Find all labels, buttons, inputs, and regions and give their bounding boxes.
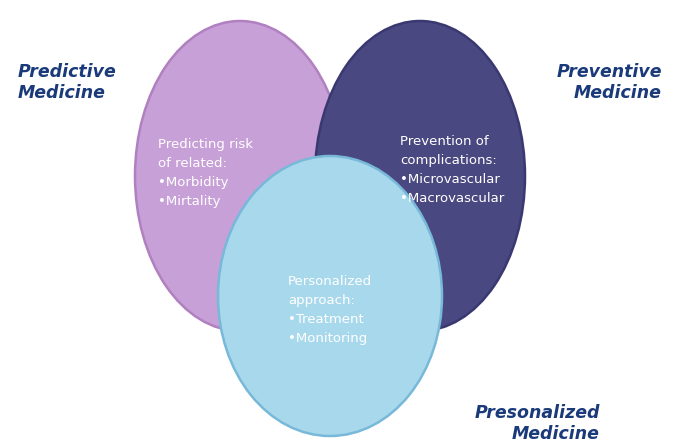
Text: Personalized
approach:
•Treatment
•Monitoring: Personalized approach: •Treatment •Monit… bbox=[288, 275, 372, 345]
Text: Predictive
Medicine: Predictive Medicine bbox=[18, 63, 116, 102]
Ellipse shape bbox=[315, 21, 525, 331]
Text: Preventive
Medicine: Preventive Medicine bbox=[556, 63, 662, 102]
Text: Predicting risk
of related:
•Morbidity
•Mirtality: Predicting risk of related: •Morbidity •… bbox=[158, 138, 253, 208]
Ellipse shape bbox=[218, 156, 442, 436]
Text: Presonalized
Medicine: Presonalized Medicine bbox=[475, 404, 600, 443]
Text: Prevention of
complications:
•Microvascular
•Macrovascular: Prevention of complications: •Microvascu… bbox=[400, 135, 504, 205]
Ellipse shape bbox=[135, 21, 345, 331]
